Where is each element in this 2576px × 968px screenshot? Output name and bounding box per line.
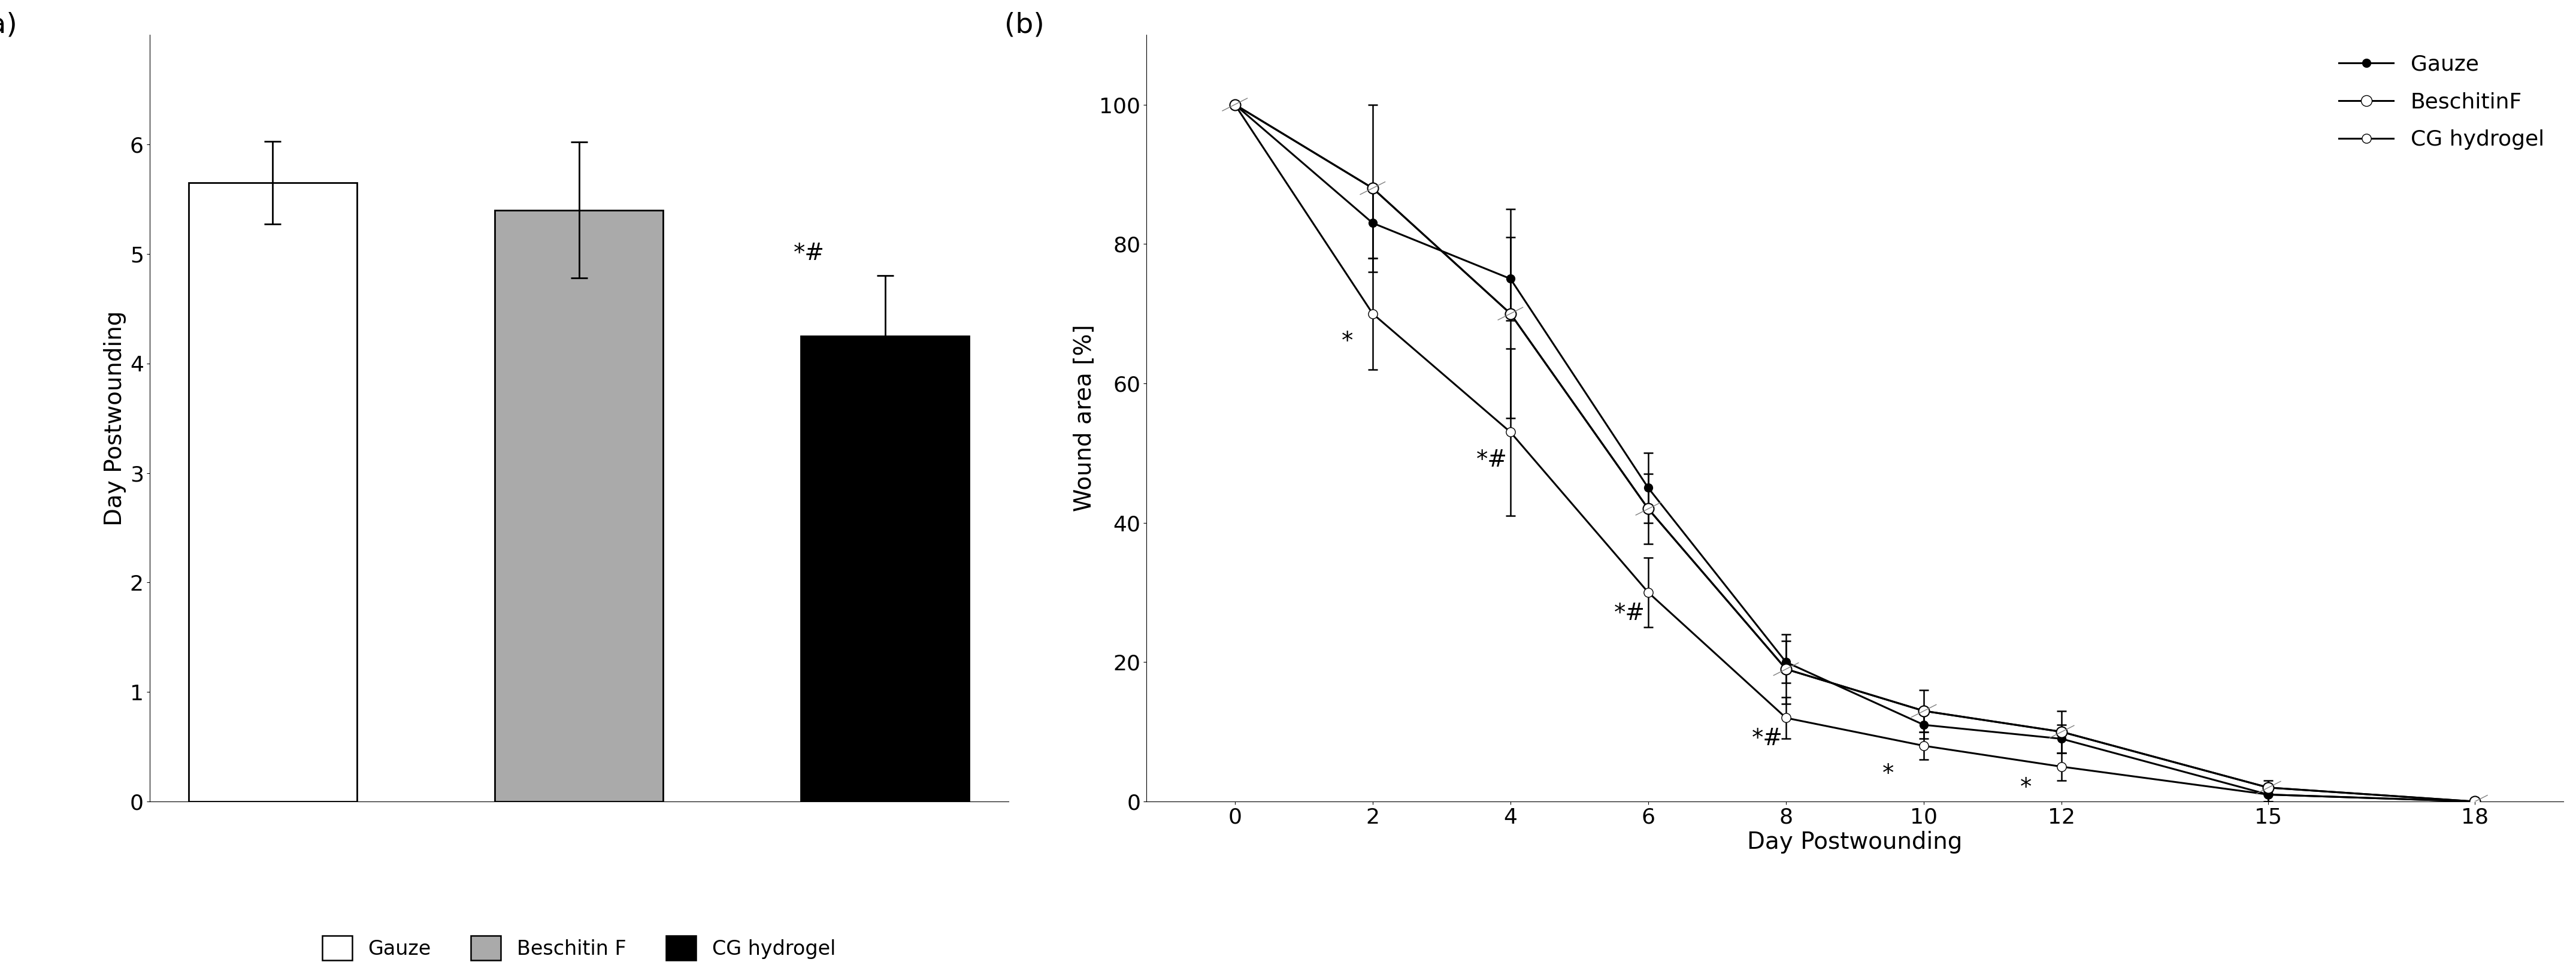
Y-axis label: Day Postwounding: Day Postwounding — [103, 311, 126, 526]
Text: *#: *# — [793, 242, 824, 265]
Legend: Gauze, Beschitin F, CG hydrogel: Gauze, Beschitin F, CG hydrogel — [322, 936, 835, 960]
Bar — [801, 336, 969, 802]
Text: *: * — [2020, 776, 2032, 799]
Legend: Gauze, BeschitinF, CG hydrogel: Gauze, BeschitinF, CG hydrogel — [2331, 45, 2553, 159]
Text: *: * — [1342, 330, 1352, 353]
Text: (a): (a) — [0, 12, 18, 39]
Bar — [495, 210, 662, 802]
Text: (b): (b) — [1005, 12, 1046, 39]
Y-axis label: Wound area [%]: Wound area [%] — [1074, 324, 1095, 512]
Text: *#: *# — [1476, 448, 1507, 471]
X-axis label: Day Postwounding: Day Postwounding — [1747, 832, 1963, 854]
Bar — [188, 183, 358, 802]
Text: *#: *# — [1752, 727, 1783, 750]
Text: *: * — [1883, 762, 1893, 785]
Text: *#: *# — [1613, 602, 1646, 624]
